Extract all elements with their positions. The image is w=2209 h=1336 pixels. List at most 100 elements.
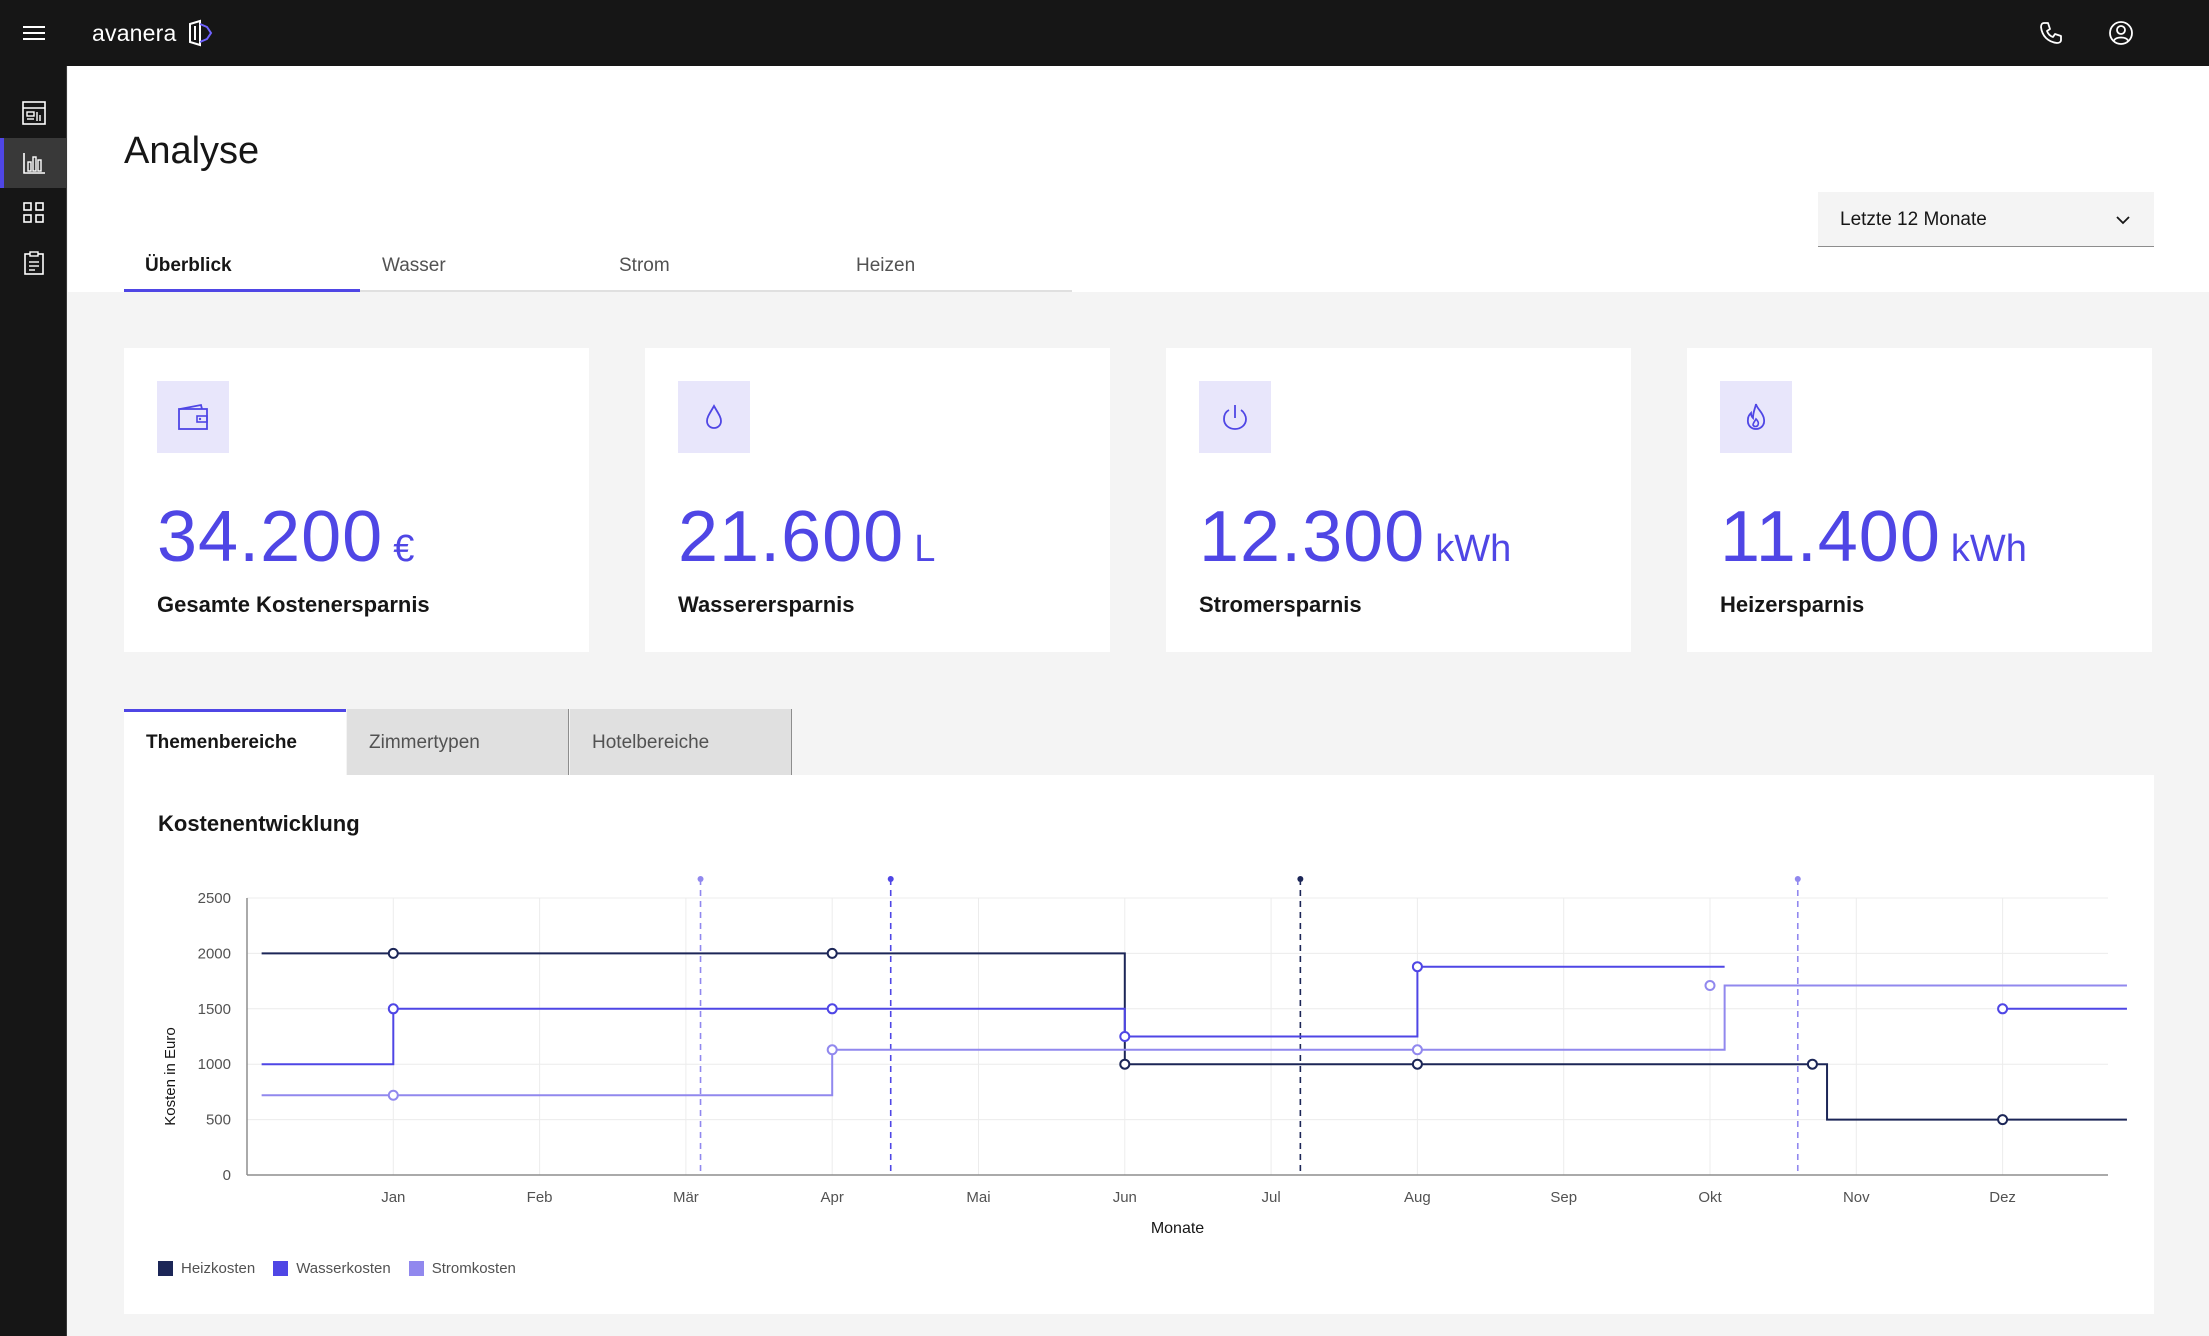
x-tick-label: Jun	[1113, 1189, 1137, 1206]
kpi-unit: kWh	[1435, 528, 1512, 570]
x-tick-label: Dez	[1989, 1189, 2016, 1206]
x-axis-label: Monate	[1151, 1220, 1204, 1237]
x-tick-label: Sep	[1550, 1189, 1577, 1206]
kpi-number: 12.300	[1199, 497, 1426, 577]
kpi-label: Heizersparnis	[1720, 592, 1865, 617]
x-tick-label: Feb	[527, 1189, 553, 1206]
kpi-icon-box	[157, 381, 229, 453]
kpi-label: Wasserersparnis	[678, 592, 855, 617]
data-point-wasserkosten	[1119, 1031, 1131, 1042]
tab-zimmertypen[interactable]: Zimmertypen	[347, 709, 569, 775]
kpi-label: Gesamte Kostenersparnis	[157, 592, 430, 617]
top-bar: avanera	[0, 0, 2209, 66]
data-point-wasserkosten	[1997, 1003, 2009, 1015]
analysis-tabs: Überblick Wasser Strom Heizen	[124, 248, 1072, 292]
data-point-heizkosten	[1806, 1058, 1818, 1070]
phone-icon[interactable]	[2034, 16, 2068, 50]
data-point-stromkosten	[826, 1044, 838, 1056]
sidebar-item-analyse[interactable]	[0, 138, 67, 188]
x-tick-label: Jul	[1262, 1189, 1281, 1206]
legend-item-stromkosten[interactable]: Stromkosten	[408, 1260, 516, 1277]
data-point-wasserkosten	[1411, 961, 1423, 973]
flame-icon	[1746, 403, 1766, 430]
power-icon	[1223, 405, 1247, 430]
kpi-unit: L	[914, 528, 936, 570]
chart-panel: Kostenentwicklung 0 500 1000 1500 2000 2500 Ja…	[124, 775, 2154, 1314]
kpi-value: 34.200 €	[157, 496, 414, 578]
data-point-heizkosten	[1411, 1058, 1423, 1070]
marker-dot	[887, 876, 894, 882]
chevron-down-icon	[2116, 216, 2130, 225]
legend-label: Wasserkosten	[296, 1260, 391, 1277]
legend-item-wasserkosten[interactable]: Wasserkosten	[273, 1260, 391, 1277]
menu-icon[interactable]	[20, 19, 50, 47]
brand[interactable]: avanera	[92, 16, 215, 50]
legend-label: Stromkosten	[431, 1260, 516, 1277]
series-line-wasserkosten	[261, 965, 1725, 1066]
data-point-heizkosten	[826, 947, 838, 959]
x-tick-label: Mär	[673, 1189, 699, 1206]
kpi-card-wasser: 21.600 L Wasserersparnis	[645, 348, 1110, 652]
tab-heizen[interactable]: Heizen	[856, 255, 916, 276]
x-tick-label: Okt	[1698, 1189, 1722, 1206]
x-tick-label: Jan	[381, 1189, 405, 1206]
period-dropdown[interactable]: Letzte 12 Monate	[1818, 192, 2154, 247]
marker-dot	[697, 876, 704, 882]
tab-strom[interactable]: Strom	[619, 255, 670, 276]
sidebar-item-grid[interactable]	[0, 188, 67, 238]
sidebar-item-dashboard[interactable]	[0, 88, 67, 138]
kpi-icon-box	[1720, 381, 1792, 453]
chart-title: Kostenentwicklung	[158, 811, 360, 836]
legend-swatch	[273, 1261, 289, 1276]
kpi-card-kosten: 34.200 € Gesamte Kostenersparnis	[124, 348, 589, 652]
kpi-icon-box	[1199, 381, 1271, 453]
sidebar-item-clipboard[interactable]	[0, 238, 67, 288]
kpi-number: 34.200	[157, 497, 384, 577]
y-tick-label: 500	[206, 1112, 231, 1129]
kpi-value: 11.400 kWh	[1720, 496, 2027, 578]
tab-hotelbereiche[interactable]: Hotelbereiche	[570, 709, 792, 775]
x-tick-label: Mai	[966, 1189, 990, 1206]
tab-ueberblick[interactable]: Überblick	[124, 248, 360, 292]
kpi-unit: €	[393, 528, 415, 570]
x-tick-label: Apr	[821, 1189, 844, 1206]
y-tick-label: 1500	[198, 1001, 231, 1018]
x-tick-label: Aug	[1404, 1189, 1431, 1206]
legend-label: Heizkosten	[181, 1260, 256, 1277]
kpi-value: 21.600 L	[678, 496, 935, 578]
kpi-card-strom: 12.300 kWh Stromersparnis	[1166, 348, 1631, 652]
brand-name: avanera	[92, 19, 177, 46]
cost-chart: 0 500 1000 1500 2000 2500 Jan Feb Mär Apr Mai Jun Ju…	[162, 876, 2127, 1237]
grid-icon	[22, 202, 44, 223]
period-dropdown-value: Letzte 12 Monate	[1840, 209, 1987, 230]
y-tick-label: 1000	[198, 1056, 231, 1073]
page-header	[68, 66, 2209, 292]
kpi-label: Stromersparnis	[1199, 592, 1362, 617]
kpi-value: 12.300 kWh	[1199, 496, 1511, 578]
marker-dot	[1297, 876, 1304, 882]
data-point-heizkosten	[1997, 1114, 2009, 1126]
chart-legend: Heizkosten Wasserkosten Stromkosten	[158, 1260, 534, 1277]
y-tick-label: 0	[223, 1167, 231, 1184]
dashboard-icon	[21, 101, 46, 125]
user-profile-icon[interactable]	[2104, 16, 2138, 50]
data-point-stromkosten	[1704, 980, 1716, 992]
series-line-heizkosten	[261, 952, 2127, 1121]
kpi-number: 21.600	[678, 497, 905, 577]
wallet-icon	[178, 403, 208, 430]
kpi-number: 11.400	[1720, 497, 1941, 577]
legend-swatch	[158, 1261, 173, 1276]
legend-item-heizkosten[interactable]: Heizkosten	[158, 1260, 255, 1277]
water-drop-icon	[706, 404, 722, 429]
page-title: Analyse	[124, 130, 260, 172]
clipboard-icon	[23, 251, 44, 275]
marker-dot	[1794, 876, 1801, 882]
x-tick-label: Nov	[1843, 1189, 1870, 1206]
tab-wasser[interactable]: Wasser	[382, 255, 446, 276]
data-point-wasserkosten	[387, 1003, 399, 1015]
tab-themenbereiche[interactable]: Themenbereiche	[124, 709, 346, 775]
brand-logo-icon	[188, 19, 212, 47]
sidebar	[0, 66, 67, 1336]
y-tick-label: 2000	[198, 945, 231, 962]
kpi-card-heizen: 11.400 kWh Heizersparnis	[1687, 348, 2152, 652]
